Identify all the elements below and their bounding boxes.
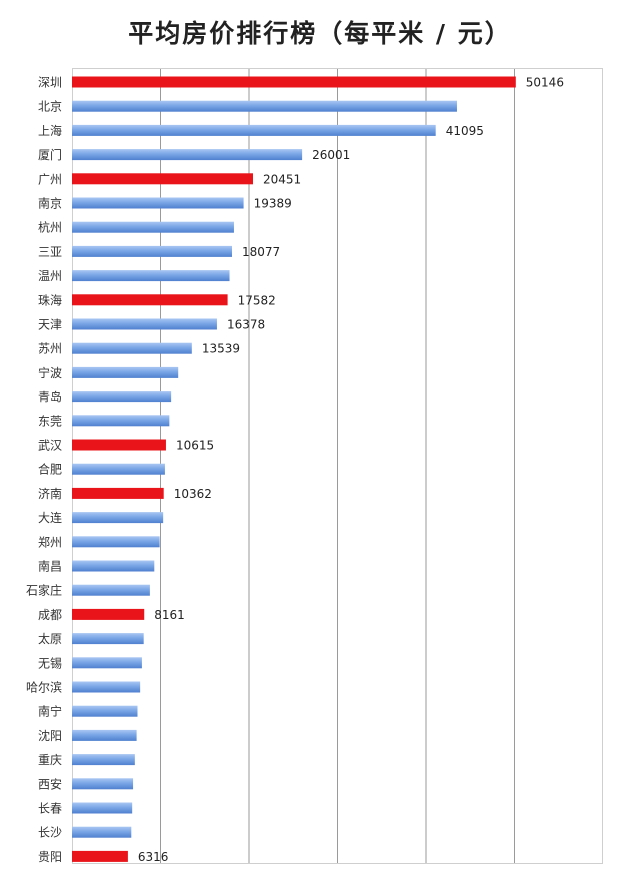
category-label: 苏州 <box>38 342 62 356</box>
category-label: 天津 <box>38 318 62 332</box>
bar <box>72 197 244 209</box>
bar <box>72 124 436 136</box>
category-label: 南宁 <box>38 704 62 719</box>
data-label: 19389 <box>254 197 292 211</box>
category-label: 合肥 <box>38 462 62 477</box>
data-label: 17582 <box>238 293 276 307</box>
category-label: 三亚 <box>38 245 62 259</box>
category-label: 郑州 <box>38 534 62 549</box>
bar <box>72 318 217 330</box>
data-label: 18077 <box>242 245 280 259</box>
bar <box>72 802 133 814</box>
bar <box>72 560 155 572</box>
bar <box>72 705 138 717</box>
category-labels: 深圳北京上海厦门广州南京杭州三亚温州珠海天津苏州宁波青岛东莞武汉合肥济南大连郑州… <box>26 76 62 864</box>
category-label: 无锡 <box>38 655 62 670</box>
category-label: 西安 <box>38 776 62 791</box>
bar <box>72 608 145 620</box>
bar <box>72 729 137 741</box>
bar <box>72 754 135 766</box>
data-label: 10362 <box>174 487 212 501</box>
data-label: 13539 <box>202 342 240 356</box>
category-label: 太原 <box>38 631 62 646</box>
bar <box>72 826 132 838</box>
bar <box>72 681 141 693</box>
bar <box>72 173 253 185</box>
category-label: 珠海 <box>38 292 62 307</box>
category-label: 沈阳 <box>38 728 62 743</box>
data-label: 50146 <box>526 76 564 90</box>
data-label: 16378 <box>227 318 265 332</box>
bar <box>72 294 228 306</box>
category-label: 长春 <box>38 802 62 816</box>
data-label: 8161 <box>154 608 185 622</box>
category-label: 北京 <box>38 100 62 114</box>
bar <box>72 657 142 669</box>
category-label: 哈尔滨 <box>26 680 62 695</box>
category-label: 南京 <box>38 196 62 211</box>
category-label: 长沙 <box>38 826 62 840</box>
bar <box>72 463 165 475</box>
data-labels: 50146 41095 26001 20451 19389 18077 17582 16378… <box>138 76 564 864</box>
category-label: 重庆 <box>38 753 62 767</box>
category-label: 济南 <box>38 486 62 501</box>
bar <box>72 584 150 596</box>
category-label: 宁波 <box>38 365 62 380</box>
gridlines <box>160 69 515 863</box>
chart-title: 平均房价排行榜（每平米 / 元） <box>128 19 512 48</box>
category-label: 广州 <box>38 172 62 186</box>
category-label: 大连 <box>38 510 62 525</box>
data-label: 6316 <box>138 850 169 864</box>
category-label: 武汉 <box>38 439 62 453</box>
category-label: 杭州 <box>38 220 62 235</box>
category-label: 温州 <box>38 269 62 283</box>
bar <box>72 342 192 354</box>
bar <box>72 76 516 88</box>
bar <box>72 512 164 524</box>
data-label: 20451 <box>263 172 301 186</box>
category-label: 贵阳 <box>38 850 62 864</box>
data-label: 41095 <box>446 124 484 138</box>
category-label: 东莞 <box>38 414 62 428</box>
bar <box>72 415 170 427</box>
bars <box>72 76 516 862</box>
bar <box>72 536 160 548</box>
category-label: 石家庄 <box>26 583 62 598</box>
bar <box>72 439 166 451</box>
data-label: 26001 <box>312 148 350 162</box>
bar <box>72 850 128 862</box>
bar <box>72 778 134 790</box>
category-label: 成都 <box>38 608 62 622</box>
bar <box>72 149 303 161</box>
category-label: 南昌 <box>38 559 62 574</box>
category-label: 青岛 <box>38 389 62 404</box>
bar <box>72 633 144 645</box>
bar <box>72 245 232 257</box>
bar <box>72 366 179 378</box>
bar <box>72 487 164 499</box>
bar <box>72 221 234 233</box>
bar <box>72 270 230 282</box>
category-label: 上海 <box>38 123 62 138</box>
bar <box>72 391 172 403</box>
category-label: 厦门 <box>38 147 62 162</box>
category-label: 深圳 <box>38 76 62 90</box>
data-label: 10615 <box>176 439 214 453</box>
bar <box>72 100 457 112</box>
